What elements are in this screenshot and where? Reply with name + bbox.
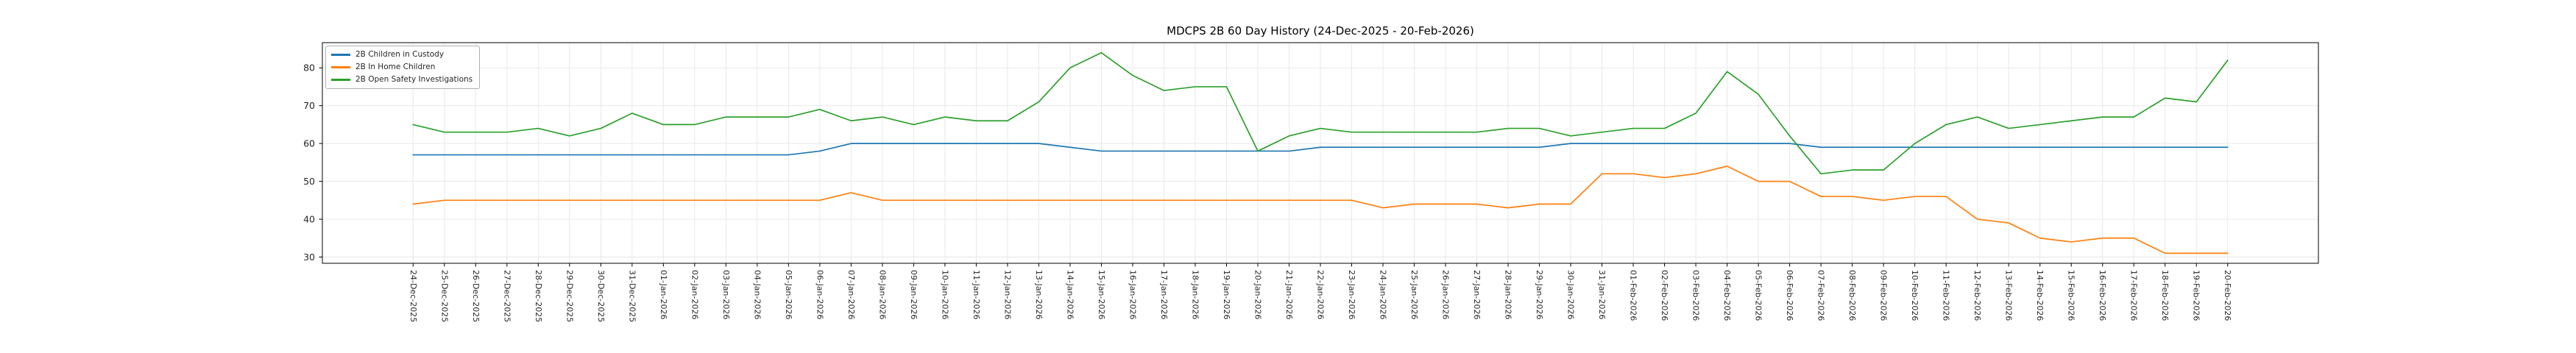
x-axis-tick-label: 17-Jan-2026 <box>1159 270 1169 320</box>
x-axis-tick-label: 06-Jan-2026 <box>815 270 824 320</box>
x-axis-tick-label: 01-Jan-2026 <box>659 270 668 320</box>
series-line-2b-children-in-custody <box>412 143 2229 156</box>
x-axis-tick-label: 03-Jan-2026 <box>721 270 731 320</box>
x-axis-tick-label: 10-Feb-2026 <box>1910 270 1919 321</box>
legend-label: 2B In Home Children <box>355 63 436 71</box>
y-axis-tick-label: 30 <box>303 252 315 263</box>
legend-item: 2B Open Safety Investigations <box>331 75 473 85</box>
x-axis-tick-label: 24-Dec-2025 <box>408 270 418 322</box>
x-axis-tick-label: 31-Dec-2025 <box>627 270 637 322</box>
x-axis-tick-label: 13-Feb-2026 <box>2004 270 2014 321</box>
chart-title: MDCPS 2B 60 Day History (24-Dec-2025 - 2… <box>1167 24 1474 38</box>
x-axis-tick-label: 03-Feb-2026 <box>1691 270 1701 321</box>
y-axis-tick-label: 50 <box>303 176 315 187</box>
x-axis-tick-label: 06-Feb-2026 <box>1785 270 1794 321</box>
x-axis-tick-label: 24-Jan-2026 <box>1379 270 1388 320</box>
legend-label: 2B Open Safety Investigations <box>355 75 473 84</box>
legend-label: 2B Children in Custody <box>355 50 445 59</box>
x-axis-tick-label: 08-Feb-2026 <box>1847 270 1857 321</box>
series-line-2b-in-home-children <box>412 165 2229 254</box>
x-axis-tick-label: 20-Jan-2026 <box>1253 270 1262 320</box>
y-axis-tick-label: 40 <box>303 214 315 225</box>
x-axis-tick-label: 21-Jan-2026 <box>1284 270 1294 320</box>
x-axis-tick-label: 19-Jan-2026 <box>1222 270 1231 320</box>
x-axis-tick-label: 05-Jan-2026 <box>784 270 793 320</box>
y-axis-tick-label: 60 <box>303 138 315 149</box>
x-axis-tick-label: 29-Dec-2025 <box>565 270 574 322</box>
x-axis-tick-label: 10-Jan-2026 <box>940 270 949 320</box>
x-axis-tick-label: 09-Jan-2026 <box>909 270 919 320</box>
legend: 2B Children in Custody 2B In Home Childre… <box>325 46 481 89</box>
x-axis-tick-label: 18-Jan-2026 <box>1190 270 1200 320</box>
x-axis-tick-label: 01-Feb-2026 <box>1629 270 1638 321</box>
x-axis-tick-label: 02-Jan-2026 <box>690 270 699 320</box>
x-axis-tick-label: 04-Feb-2026 <box>1722 270 1732 321</box>
x-axis-tick-label: 27-Dec-2025 <box>502 270 512 322</box>
x-axis-tick-label: 14-Jan-2026 <box>1065 270 1075 320</box>
x-axis-tick-label: 07-Jan-2026 <box>846 270 856 320</box>
x-axis-tick-label: 15-Jan-2026 <box>1097 270 1106 320</box>
x-axis-tick-label: 12-Feb-2026 <box>1972 270 1982 321</box>
x-axis-tick-label: 26-Jan-2026 <box>1441 270 1451 320</box>
x-axis-tick-label: 20-Feb-2026 <box>2223 270 2232 321</box>
legend-line-swatch <box>331 66 350 68</box>
x-axis-tick-label: 12-Jan-2026 <box>1002 270 1012 320</box>
x-axis-tick-label: 30-Jan-2026 <box>1566 270 1576 320</box>
x-axis-tick-label: 28-Jan-2026 <box>1504 270 1513 320</box>
x-axis-tick-label: 15-Feb-2026 <box>2067 270 2076 321</box>
x-axis-tick-label: 30-Dec-2025 <box>596 270 606 322</box>
legend-item: 2B Children in Custody <box>331 50 473 60</box>
x-axis-tick-label: 11-Jan-2026 <box>972 270 981 320</box>
x-axis-tick-label: 18-Feb-2026 <box>2160 270 2170 321</box>
x-axis-tick-label: 02-Feb-2026 <box>1660 270 1669 321</box>
x-axis-tick-label: 25-Dec-2025 <box>439 270 449 322</box>
x-axis-tick-label: 31-Jan-2026 <box>1597 270 1607 320</box>
x-axis-tick-label: 07-Feb-2026 <box>1816 270 1826 321</box>
legend-line-swatch <box>331 54 350 56</box>
x-axis-tick-label: 26-Dec-2025 <box>471 270 481 322</box>
x-axis-tick-label: 11-Feb-2026 <box>1942 270 1951 321</box>
x-axis-tick-label: 16-Feb-2026 <box>2098 270 2107 321</box>
y-axis-tick-label: 70 <box>303 100 315 111</box>
x-axis-tick-label: 08-Jan-2026 <box>877 270 887 320</box>
x-axis-tick-label: 17-Feb-2026 <box>2129 270 2139 321</box>
x-axis-tick-label: 09-Feb-2026 <box>1879 270 1889 321</box>
x-axis-tick-label: 14-Feb-2026 <box>2035 270 2045 321</box>
x-axis-tick-label: 19-Feb-2026 <box>2192 270 2201 321</box>
legend-item: 2B In Home Children <box>331 63 473 72</box>
x-axis-tick-label: 23-Jan-2026 <box>1347 270 1356 320</box>
x-axis-tick-label: 04-Jan-2026 <box>752 270 762 320</box>
x-axis-tick-label: 29-Jan-2026 <box>1535 270 1544 320</box>
y-axis-tick-label: 80 <box>303 63 315 74</box>
legend-line-swatch <box>331 79 350 81</box>
x-axis-tick-label: 16-Jan-2026 <box>1128 270 1137 320</box>
x-axis-tick-label: 27-Jan-2026 <box>1472 270 1482 319</box>
x-axis-tick-label: 25-Jan-2026 <box>1409 270 1419 320</box>
x-axis-tick-label: 13-Jan-2026 <box>1034 270 1044 320</box>
x-axis-tick-label: 22-Jan-2026 <box>1316 270 1326 320</box>
x-axis-tick-label: 28-Dec-2025 <box>534 270 543 322</box>
series-line-2b-open-safety-investigations <box>412 51 2229 175</box>
x-axis-tick-label: 05-Feb-2026 <box>1754 270 1763 321</box>
